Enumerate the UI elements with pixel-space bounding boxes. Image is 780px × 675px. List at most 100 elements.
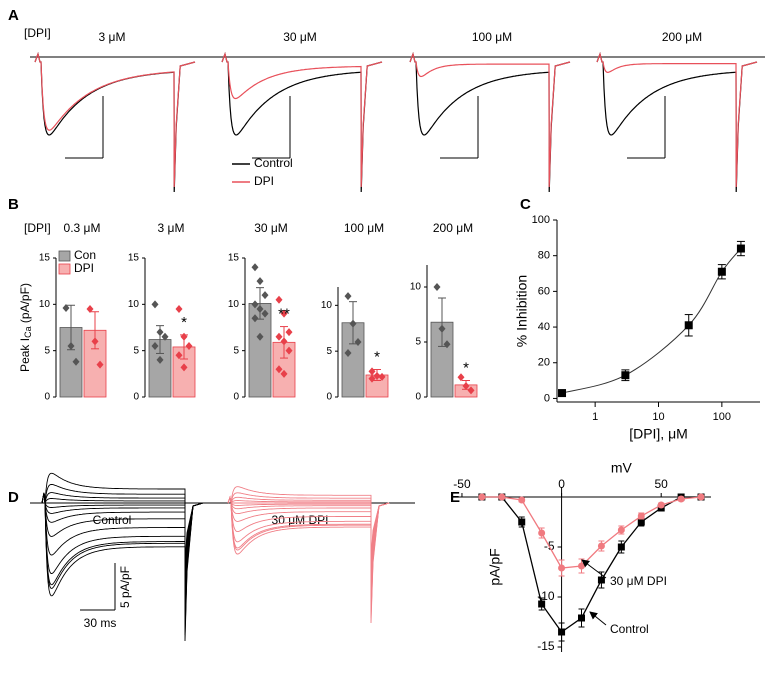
data-point xyxy=(280,309,288,318)
data-point xyxy=(261,291,269,300)
dpi-trace xyxy=(227,495,390,584)
data-point xyxy=(256,277,264,286)
y-tick-label: 5 xyxy=(44,345,50,356)
y-tick-label: 10 xyxy=(321,300,333,311)
data-point xyxy=(578,562,585,570)
y-tick-label: 0 xyxy=(133,392,139,403)
concentration-label: 30 μM xyxy=(283,30,317,44)
dpi-trace xyxy=(227,495,390,609)
dpi-trace xyxy=(227,495,390,604)
subplot-title: 30 μM xyxy=(254,221,288,235)
data-point xyxy=(621,371,630,380)
y-tick-label: 15 xyxy=(228,253,240,264)
dpi-trace xyxy=(34,51,196,188)
dpi-prefix: [DPI] xyxy=(24,26,51,40)
data-point xyxy=(251,314,259,323)
data-point xyxy=(373,371,381,380)
y-tick-label: 40 xyxy=(538,321,550,333)
data-point xyxy=(344,292,352,301)
dpi-trace xyxy=(227,495,390,574)
legend-swatch xyxy=(58,263,71,275)
control-trace xyxy=(41,492,204,576)
series-line xyxy=(481,496,702,569)
data-point xyxy=(86,304,94,313)
data-point xyxy=(717,267,726,276)
dpi-trace xyxy=(227,495,390,579)
annotation-arrow xyxy=(581,559,607,579)
data-point xyxy=(697,493,705,501)
y-tick-label: 10 xyxy=(228,299,240,310)
data-point xyxy=(285,328,293,337)
control-trace xyxy=(41,492,204,624)
data-point xyxy=(518,518,526,526)
fit-curve xyxy=(561,248,742,394)
y-label-unit: (pA/pF) xyxy=(18,283,32,326)
dpi-trace xyxy=(227,492,390,564)
control-trace xyxy=(41,492,204,612)
scale-label: 5 pA/pF xyxy=(118,566,132,608)
subplot-title: 100 μM xyxy=(344,221,384,235)
data-point xyxy=(498,493,506,501)
data-point xyxy=(285,346,293,355)
dpi-trace xyxy=(227,495,390,624)
x-tick-label: 50 xyxy=(655,477,669,491)
data-point xyxy=(677,495,685,503)
panel-letter: D xyxy=(8,489,19,506)
data-point xyxy=(597,576,605,584)
y-tick-label: 0 xyxy=(544,392,550,404)
legend-label: Control xyxy=(254,156,293,170)
control-trace xyxy=(41,492,204,600)
concentration-label: 100 μM xyxy=(472,30,512,44)
data-point xyxy=(684,321,693,330)
data-point xyxy=(657,501,665,509)
y-tick-label: 60 xyxy=(538,285,550,297)
error-bar xyxy=(438,297,446,347)
data-point xyxy=(558,628,566,636)
data-point xyxy=(736,244,745,253)
legend-label: Con xyxy=(74,248,96,262)
data-point xyxy=(578,614,585,622)
dpi-trace xyxy=(227,495,390,589)
dpi-trace xyxy=(227,495,390,594)
data-point xyxy=(433,283,441,291)
control-trace xyxy=(41,492,204,588)
data-point xyxy=(518,496,526,504)
y-tick-label: 15 xyxy=(128,253,140,264)
data-point xyxy=(368,374,376,383)
control-trace xyxy=(41,492,204,594)
significance: * xyxy=(181,314,187,331)
data-point xyxy=(91,337,99,346)
data-point xyxy=(368,367,376,376)
data-point xyxy=(156,355,164,364)
data-point xyxy=(478,493,486,501)
data-point xyxy=(378,372,386,381)
data-point xyxy=(180,363,188,372)
dpi-trace xyxy=(227,495,390,569)
y-axis-label: pA/pF xyxy=(487,548,503,585)
y-tick-label: 15 xyxy=(39,253,51,264)
control-trace xyxy=(41,492,204,606)
data-point xyxy=(175,304,183,313)
series-line xyxy=(481,496,702,633)
x-tick-label: 100 xyxy=(713,411,731,423)
control-trace xyxy=(41,492,204,582)
concentration-label: 200 μM xyxy=(662,30,702,44)
control-trace xyxy=(41,472,204,564)
data-point xyxy=(538,600,546,608)
control-trace xyxy=(41,492,204,630)
control-trace xyxy=(41,492,204,636)
series-annotation: 30 μM DPI xyxy=(610,574,667,588)
dpi-trace xyxy=(227,495,390,599)
control-trace xyxy=(41,492,204,618)
trace-title: Control xyxy=(93,513,132,527)
control-trace xyxy=(41,492,204,642)
x-axis-label: mV xyxy=(611,460,633,476)
data-point xyxy=(467,386,475,395)
data-point xyxy=(617,543,625,551)
data-point xyxy=(256,332,264,341)
concentration-label: 3 μM xyxy=(99,30,126,44)
data-point xyxy=(462,382,470,390)
data-point xyxy=(538,529,546,537)
y-tick-label: 10 xyxy=(410,282,422,293)
